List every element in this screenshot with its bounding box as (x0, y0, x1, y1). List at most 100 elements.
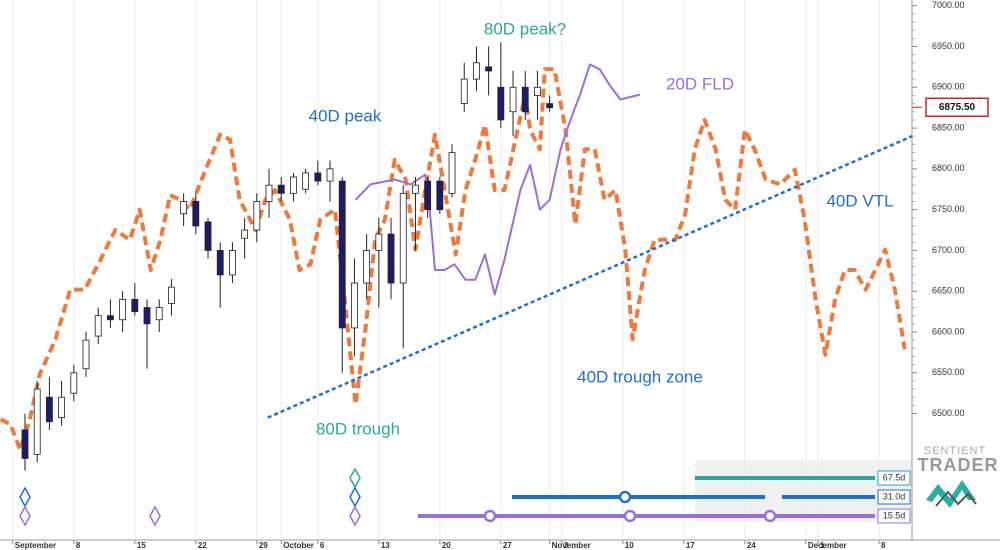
candle-body (375, 233, 383, 251)
logo-mark (926, 480, 976, 508)
candle-body (314, 172, 322, 182)
candle-body (265, 184, 273, 202)
x-tick-label: 17 (686, 541, 695, 550)
x-tick-label: November (552, 541, 591, 550)
y-tick-label: 6650.00 (932, 286, 965, 296)
y-tick-label: 6900.00 (932, 82, 965, 92)
cycle-diamond (149, 505, 161, 527)
y-tick-label: 6600.00 (932, 326, 965, 336)
candle-body (253, 201, 261, 231)
cycle-marker (483, 509, 497, 523)
y-tick-label: 6500.00 (932, 408, 965, 418)
candle-body (82, 339, 90, 370)
annotation: 40D VTL (826, 191, 893, 210)
candle-body (546, 103, 554, 109)
candle-body (168, 286, 175, 304)
candle-body (46, 396, 53, 423)
cycle-label-box (877, 489, 911, 505)
cycle-label: 67.5d (883, 472, 906, 482)
candle-body (192, 201, 200, 227)
candle-body (302, 172, 310, 190)
candle-body (436, 180, 444, 211)
x-tick-label: 10 (625, 541, 634, 550)
candle-body (351, 282, 358, 329)
x-tick-label: 15 (137, 541, 146, 550)
x-tick-label: 8 (881, 541, 886, 550)
trend-line (267, 135, 913, 419)
annotation: 80D trough (316, 419, 400, 438)
y-tick-label: 6700.00 (932, 245, 965, 255)
candle-body (521, 86, 529, 113)
cycle-label-box (877, 470, 911, 486)
cycle-marker (763, 509, 777, 523)
cycle-marker (623, 509, 637, 523)
x-tick-label: 20 (442, 541, 451, 550)
annotation: 80D peak? (484, 19, 566, 38)
candle-body (70, 372, 78, 394)
logo: SENTIENT TRADER (918, 445, 999, 508)
x-tick-label: October (283, 541, 314, 550)
y-tick-label: 6850.00 (932, 122, 965, 132)
cycle-marker (618, 490, 632, 504)
x-tick-label: 3 (564, 541, 569, 550)
x-tick-label: 13 (381, 541, 390, 550)
candle-body (229, 250, 236, 276)
annotation: 40D trough zone (577, 367, 703, 386)
annotation: 40D peak (309, 106, 382, 125)
candle-body (338, 180, 346, 329)
candle-body (143, 307, 151, 325)
last-price-label: 6875.50 (939, 102, 976, 113)
candle-body (107, 315, 114, 321)
candle-body (33, 388, 41, 455)
candle-body (326, 168, 334, 182)
candle-body (424, 180, 432, 211)
logo-line1: SENTIENT (924, 445, 986, 457)
cycle-diamond (19, 505, 31, 527)
candle-body (58, 396, 66, 419)
x-tick-label: 1 (820, 541, 825, 550)
candle-body (497, 86, 505, 121)
cycle-label-box (877, 508, 911, 524)
x-tick-label: 29 (259, 541, 268, 550)
x-tick-label: 6 (320, 541, 325, 550)
candle-body (412, 184, 419, 194)
cycle-label: 31.0d (883, 491, 906, 501)
candle-body (534, 86, 541, 96)
last-price-box (925, 97, 989, 118)
x-tick-label: 8 (76, 541, 81, 550)
candle-body (131, 298, 139, 313)
x-tick-label: September (15, 541, 56, 550)
candle-body (241, 229, 249, 239)
y-tick-label: 6750.00 (932, 204, 965, 214)
projection-line (0, 67, 907, 452)
candle-body (94, 315, 102, 337)
candle-body (119, 298, 127, 321)
candle-body (180, 201, 188, 215)
candle-body (460, 78, 468, 104)
logo-line2: TRADER (918, 455, 999, 475)
cycle-label: 15.5d (883, 510, 906, 520)
candle-body (473, 62, 480, 80)
candle-body (155, 307, 163, 321)
cycle-panel (695, 460, 912, 522)
candle-body (485, 66, 493, 72)
candle-body (216, 250, 224, 276)
candle-body (448, 152, 456, 194)
cycle-diamond (349, 505, 361, 527)
annotation: 20D FLD (666, 74, 734, 93)
candle-body (21, 429, 29, 459)
candle-body (387, 233, 395, 284)
candle-body (363, 250, 371, 284)
x-tick-label: 27 (503, 541, 512, 550)
candle-body (204, 221, 212, 251)
candle-body (399, 192, 407, 284)
x-tick-label: 22 (198, 541, 207, 550)
y-tick-label: 6550.00 (932, 367, 965, 377)
x-tick-label: December (808, 541, 847, 550)
y-tick-label: 7000.00 (932, 0, 965, 10)
x-tick-label: 24 (747, 541, 756, 550)
candle-body (509, 86, 517, 113)
y-tick-label: 6950.00 (932, 41, 965, 51)
